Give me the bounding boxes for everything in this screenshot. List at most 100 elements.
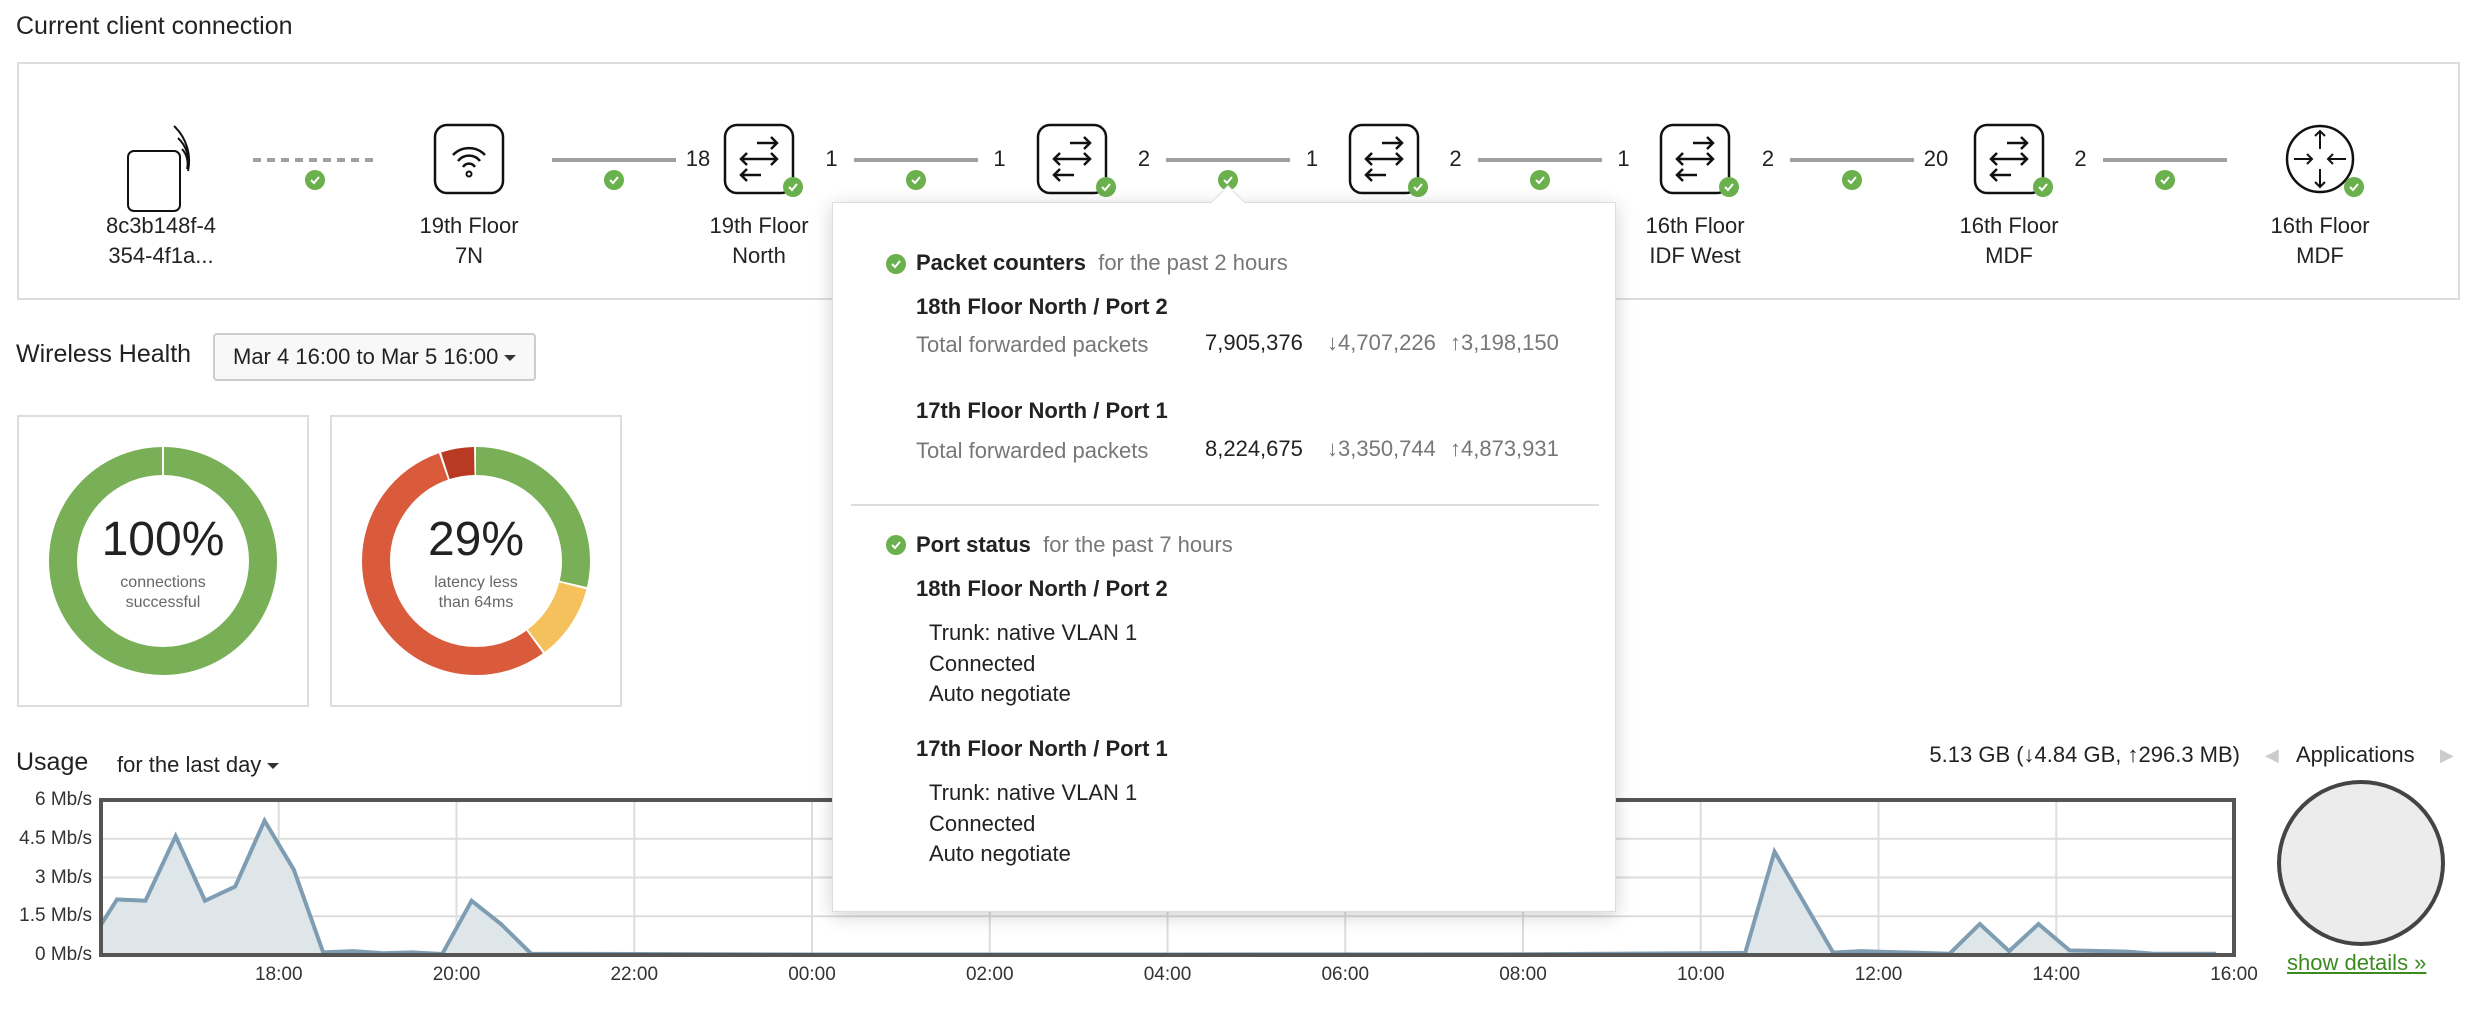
topology-node-switch[interactable]: 16th Floor MDF <box>1909 64 2109 300</box>
latency-donut <box>362 447 590 675</box>
status-line: Trunk: native VLAN 1 <box>929 620 1138 645</box>
x-tick-label: 02:00 <box>965 964 1014 985</box>
status-port: 18th Floor North / Port 2 <box>916 576 1168 601</box>
node-label: North <box>732 243 786 268</box>
ap-icon <box>433 123 505 200</box>
donut-label-line: than 64ms <box>438 594 514 611</box>
packet-counters-title: Packet counters <box>916 250 1086 275</box>
donut-card-latency[interactable]: 29% latency less than 64ms <box>330 415 622 707</box>
topology-node-switch[interactable]: 19th Floor North <box>659 64 859 300</box>
link-line[interactable] <box>1477 158 1602 162</box>
topology-node-switch[interactable] <box>972 64 1172 300</box>
x-tick-label: 12:00 <box>1854 964 1903 985</box>
usage-period-dropdown[interactable]: for the last day <box>117 752 280 778</box>
check-icon <box>886 254 906 274</box>
show-details-link[interactable]: show details » <box>2287 950 2427 975</box>
node-label: 354-4f1a... <box>108 243 214 268</box>
topology-node-client[interactable]: 8c3b148f-4 354-4f1a... <box>61 64 261 300</box>
status-check-icon <box>1719 177 1739 197</box>
check-icon <box>886 535 906 555</box>
x-tick-label: 20:00 <box>432 964 481 985</box>
status-check-icon <box>2033 177 2053 197</box>
x-tick-label: 06:00 <box>1321 964 1370 985</box>
topology-node-router[interactable]: 16th Floor MDF <box>2220 64 2420 300</box>
donut-label: latency less than 64ms <box>332 573 620 613</box>
link-line[interactable] <box>1166 158 1290 162</box>
usage-total: 5.13 GB (↓4.84 GB, ↑296.3 MB) <box>1929 742 2240 767</box>
link-check-icon <box>1529 170 1550 190</box>
port-status-title: Port status <box>916 532 1031 557</box>
donut-label: connections successful <box>19 573 307 613</box>
chevron-down-icon <box>267 763 280 770</box>
chevron-right-icon[interactable]: ▶ <box>2440 745 2454 765</box>
counter-up: ↑3,198,150 <box>1450 330 1559 355</box>
topology-node-ap[interactable]: 19th Floor 7N <box>369 64 569 300</box>
status-check-icon <box>1408 177 1428 197</box>
status-line: Connected <box>929 651 1036 676</box>
counter-port: 17th Floor North / Port 1 <box>916 398 1168 423</box>
topology-node-switch[interactable] <box>1284 64 1484 300</box>
link-line[interactable] <box>253 158 377 162</box>
switch-icon <box>1036 123 1108 200</box>
node-label: 8c3b148f-4 <box>105 213 217 238</box>
donut-segment <box>362 447 590 675</box>
link-line[interactable] <box>2102 158 2227 162</box>
applications-title: Applications <box>2296 742 2415 767</box>
node-label: MDF <box>1985 243 2033 268</box>
y-tick-label: 6 Mb/s <box>34 789 92 810</box>
wireless-health-title: Wireless Health <box>16 340 192 368</box>
x-tick-label: 04:00 <box>1143 964 1192 985</box>
port-number: 1 <box>825 146 838 171</box>
status-line: Auto negotiate <box>929 681 1071 706</box>
x-tick-label: 16:00 <box>2210 964 2258 985</box>
port-number: 18 <box>685 146 711 171</box>
donut-label-line: latency less <box>434 574 518 591</box>
status-check-icon <box>1096 177 1116 197</box>
link-line[interactable] <box>552 158 676 162</box>
link-line[interactable] <box>1790 158 1914 162</box>
packet-counters-period: for the past 2 hours <box>1098 250 1288 275</box>
donut-value: 29% <box>427 513 525 566</box>
counter-label: Total forwarded packets <box>916 438 1149 463</box>
port-number: 1 <box>1305 146 1319 171</box>
counter-port: 18th Floor North / Port 2 <box>916 294 1168 319</box>
counter-total: 8,224,675 <box>1205 436 1303 461</box>
switch-icon <box>1348 123 1420 200</box>
counter-down: ↓3,350,744 <box>1327 436 1436 461</box>
node-label: 16th Floor <box>2270 213 2370 238</box>
topology-panel: 8c3b148f-4 354-4f1a... 19th Floor 7N 19th Fl… <box>17 62 2460 300</box>
counter-down: ↓4,707,226 <box>1327 330 1436 355</box>
link-check-icon <box>604 170 624 190</box>
status-check-icon <box>783 177 803 197</box>
router-icon <box>2284 123 2356 200</box>
status-check-icon <box>2344 177 2364 197</box>
chevron-left-icon[interactable]: ◀ <box>2265 745 2279 765</box>
chevron-down-icon <box>504 355 517 362</box>
client-icon <box>106 106 216 221</box>
donut-card-connections[interactable]: 100% connections successful <box>17 415 309 707</box>
donut-value: 100% <box>101 513 225 566</box>
counter-total: 7,905,376 <box>1205 330 1303 355</box>
date-range-dropdown[interactable]: Mar 4 16:00 to Mar 5 16:00 <box>213 333 537 381</box>
node-label: 16th Floor <box>1959 213 2059 238</box>
connections-donut <box>49 445 277 675</box>
y-tick-label: 4.5 Mb/s <box>19 827 92 849</box>
divider <box>851 504 1599 506</box>
node-label: IDF West <box>1649 243 1741 268</box>
link-check-icon <box>1842 170 1862 190</box>
x-tick-label: 18:00 <box>254 964 303 985</box>
topology-node-switch[interactable]: 16th Floor IDF West <box>1595 64 1795 300</box>
node-label: 16th Floor <box>1645 213 1745 238</box>
link-check-icon <box>305 170 325 190</box>
date-range-value: Mar 4 16:00 to Mar 5 16:00 <box>233 344 499 369</box>
x-tick-label: 00:00 <box>788 964 836 985</box>
port-number: 2 <box>2074 146 2087 171</box>
donut-label-line: successful <box>125 594 201 611</box>
x-tick-label: 22:00 <box>610 964 659 985</box>
counter-up: ↑4,873,931 <box>1450 436 1559 461</box>
port-number: 20 <box>1923 146 1949 171</box>
x-tick-label: 10:00 <box>1676 964 1725 985</box>
switch-icon <box>1973 123 2045 200</box>
x-tick-label: 14:00 <box>2032 964 2081 985</box>
link-line[interactable] <box>853 158 978 162</box>
